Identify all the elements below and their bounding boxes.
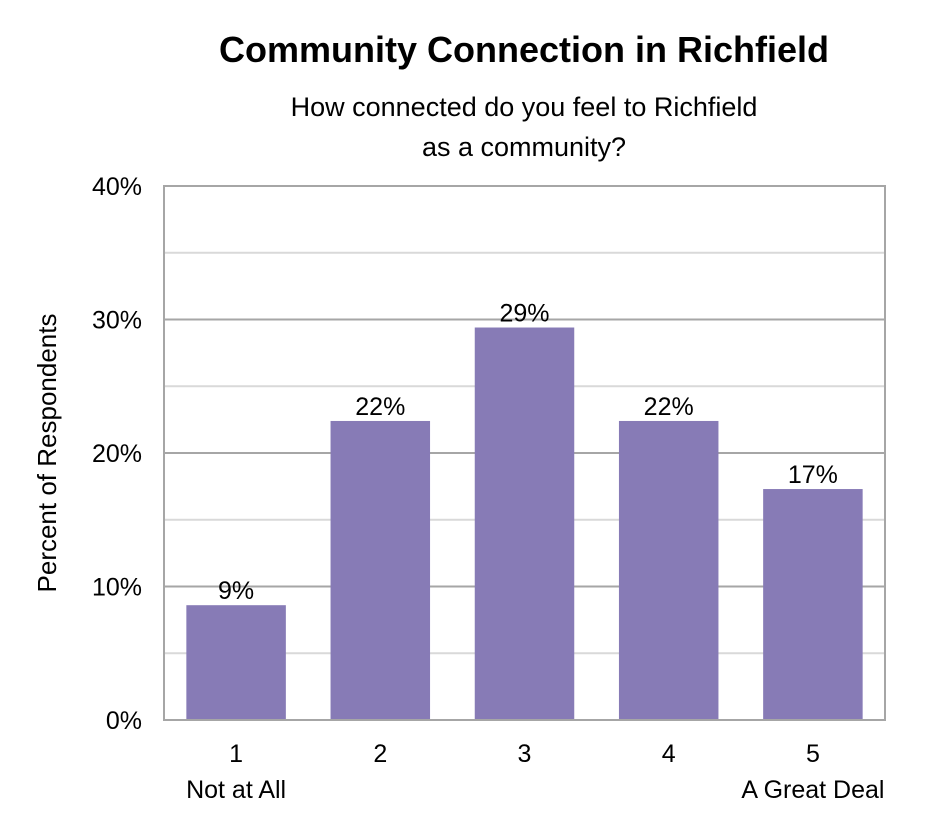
data-labels: 9% 22% 29% 22% 17% <box>218 300 838 606</box>
bar-1 <box>186 605 286 720</box>
x-tick-label-2: 2 <box>373 740 387 768</box>
x-tick-label-1: 1 <box>229 740 243 768</box>
plot-border <box>163 185 886 721</box>
y-tick-label: 0% <box>106 707 142 735</box>
y-tick-label: 20% <box>92 440 142 468</box>
data-label-1: 9% <box>218 577 254 605</box>
plot-frame <box>163 185 886 721</box>
x-tick-label-4: 4 <box>662 740 676 768</box>
y-tick-labels: 0% 10% 20% 30% 40% <box>92 173 142 735</box>
y-tick-label: 10% <box>92 574 142 602</box>
bar-4 <box>618 420 719 720</box>
x-tick-sublabel-1: Not at All <box>186 776 286 804</box>
x-tick-label-3: 3 <box>518 740 532 768</box>
x-tick-sublabel-5: A Great Deal <box>741 776 884 804</box>
bar-2 <box>330 420 431 720</box>
x-tick-labels: 1 Not at All 2 3 4 5 A Great Deal <box>186 740 884 804</box>
y-axis-label: Percent of Respondents <box>32 314 62 593</box>
y-tick-label: 30% <box>92 307 142 335</box>
chart-subtitle-line-2: as a community? <box>422 132 626 162</box>
bar-5 <box>763 489 863 720</box>
data-label-2: 22% <box>355 393 405 421</box>
bars <box>186 327 863 720</box>
data-label-4: 22% <box>644 393 694 421</box>
data-label-5: 17% <box>788 461 838 489</box>
x-tick-label-5: 5 <box>806 740 820 768</box>
chart-title: Community Connection in Richfield <box>219 29 829 70</box>
y-tick-label: 40% <box>92 173 142 201</box>
chart-subtitle-line-1: How connected do you feel to Richfield <box>291 92 758 122</box>
data-label-3: 29% <box>499 300 549 328</box>
bar-3 <box>474 327 575 720</box>
